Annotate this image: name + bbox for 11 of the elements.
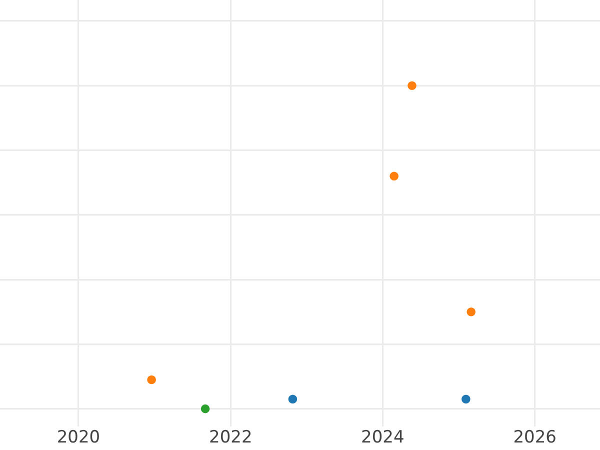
x-tick-label: 2026: [513, 428, 556, 448]
x-tick-label: 2024: [361, 428, 404, 448]
point: [288, 394, 298, 404]
point: [390, 172, 398, 181]
point: [408, 81, 416, 90]
point: [200, 404, 210, 414]
x-tick-label: 2020: [56, 428, 100, 448]
x-tick-label: 2022: [209, 428, 252, 448]
point: [462, 394, 470, 404]
point: [466, 307, 476, 316]
point: [147, 375, 156, 384]
